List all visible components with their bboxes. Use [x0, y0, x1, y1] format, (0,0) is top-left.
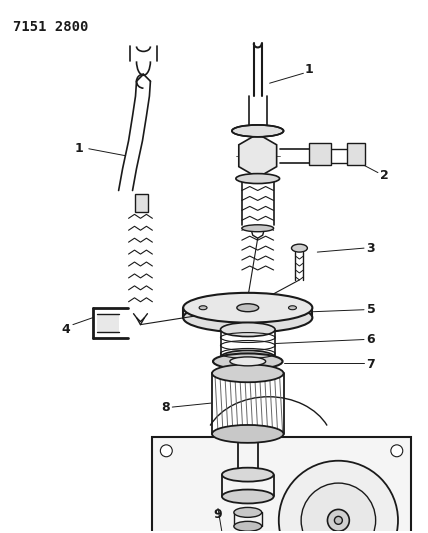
Text: 8: 8 [161, 401, 169, 414]
Ellipse shape [220, 322, 275, 336]
Ellipse shape [212, 425, 283, 443]
Text: 5: 5 [367, 303, 375, 316]
Ellipse shape [288, 306, 297, 310]
Bar [309, 143, 331, 165]
Ellipse shape [237, 304, 259, 312]
Ellipse shape [232, 125, 283, 137]
Text: 1: 1 [74, 142, 83, 155]
Ellipse shape [391, 445, 403, 457]
Text: 6: 6 [367, 333, 375, 346]
Ellipse shape [160, 445, 172, 457]
Ellipse shape [242, 225, 273, 232]
Bar [347, 143, 365, 165]
Ellipse shape [238, 470, 258, 478]
Ellipse shape [213, 353, 282, 369]
Text: 3: 3 [367, 241, 375, 255]
Ellipse shape [279, 461, 398, 533]
Ellipse shape [291, 244, 307, 252]
Text: 7: 7 [367, 358, 375, 371]
Text: 4: 4 [62, 323, 70, 336]
Ellipse shape [183, 303, 312, 333]
Bar [134, 195, 149, 212]
Text: 1: 1 [305, 63, 314, 76]
Text: 2: 2 [380, 169, 388, 182]
Ellipse shape [183, 293, 312, 322]
Polygon shape [239, 134, 276, 177]
Ellipse shape [212, 365, 283, 382]
Ellipse shape [222, 467, 273, 482]
Ellipse shape [234, 507, 262, 518]
Text: 7151 2800: 7151 2800 [13, 20, 89, 34]
Bar [97, 314, 119, 332]
Ellipse shape [327, 510, 349, 531]
Ellipse shape [236, 174, 279, 183]
Ellipse shape [199, 306, 207, 310]
Ellipse shape [301, 483, 376, 533]
Ellipse shape [220, 351, 275, 365]
Text: 9: 9 [214, 508, 222, 521]
Ellipse shape [230, 357, 266, 366]
Ellipse shape [234, 521, 262, 531]
Ellipse shape [222, 489, 273, 504]
Ellipse shape [334, 516, 342, 524]
Bar [152, 437, 411, 533]
